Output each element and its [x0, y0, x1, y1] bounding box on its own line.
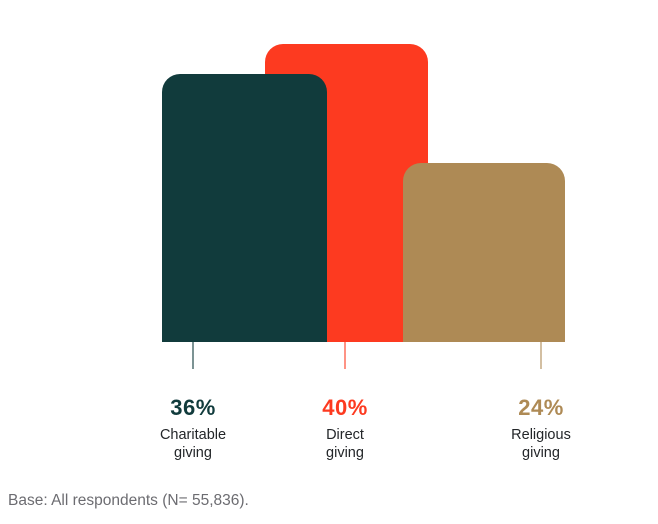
label-group-religious-giving: 24% Religious giving [466, 395, 616, 462]
base-note: Base: All respondents (N= 55,836). [8, 492, 249, 509]
axis-tick-religious-giving [540, 342, 542, 369]
value-label-religious-giving: 24% [518, 395, 564, 420]
label-group-charitable-giving: 36% Charitable giving [118, 395, 268, 462]
bar-religious-giving [403, 163, 565, 342]
value-label-charitable-giving: 36% [170, 395, 216, 420]
bar-charitable-giving [162, 74, 327, 342]
category-label-religious-giving: Religious giving [511, 427, 571, 461]
value-label-direct-giving: 40% [322, 395, 368, 420]
category-label-direct-giving: Direct giving [326, 427, 364, 461]
axis-tick-charitable-giving [192, 342, 194, 369]
label-group-direct-giving: 40% Direct giving [270, 395, 420, 462]
axis-tick-direct-giving [344, 342, 346, 369]
category-label-charitable-giving: Charitable giving [159, 427, 227, 461]
